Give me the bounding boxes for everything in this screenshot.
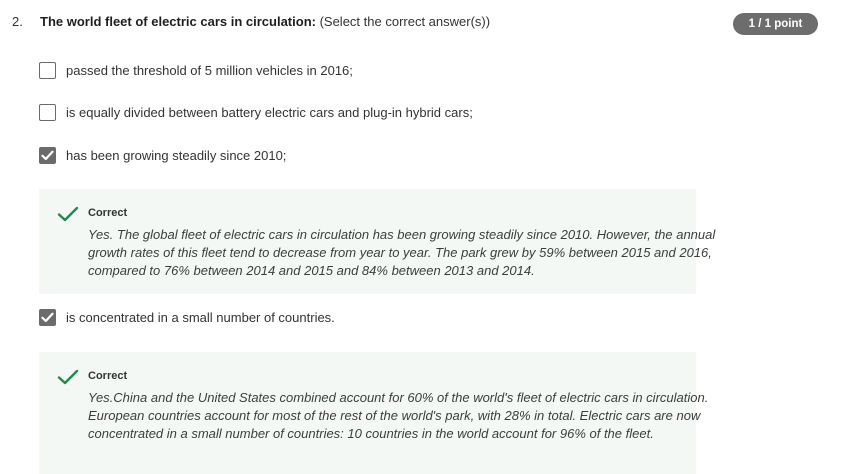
feedback-explanation: Yes. The global fleet of electric cars i… (88, 227, 716, 278)
feedback-explanation: Yes.China and the United States combined… (88, 390, 709, 441)
answer-option-2[interactable]: is equally divided between battery elect… (39, 103, 473, 121)
checkmark-icon (41, 312, 54, 322)
correct-check-icon (57, 206, 79, 222)
feedback-panel-2: Correct Yes.China and the United States … (39, 352, 708, 474)
correct-check-icon (57, 369, 79, 385)
answer-option-4[interactable]: is concentrated in a small number of cou… (39, 308, 335, 326)
question-title-text: The world fleet of electric cars in circ… (40, 14, 316, 29)
checkbox-unchecked[interactable] (39, 61, 56, 79)
answer-option-label: passed the threshold of 5 million vehicl… (66, 62, 353, 78)
answer-option-1[interactable]: passed the threshold of 5 million vehicl… (39, 61, 353, 79)
checkbox-unchecked[interactable] (39, 103, 56, 121)
answer-option-label: has been growing steadily since 2010; (66, 147, 287, 163)
feedback-status: Correct (88, 207, 128, 219)
feedback-status: Correct (88, 370, 128, 382)
checkbox-checked[interactable] (39, 308, 56, 326)
question-number: 2. (12, 14, 23, 29)
question-title: The world fleet of electric cars in circ… (40, 14, 490, 29)
feedback-panel-1: Correct Yes. The global fleet of electri… (39, 189, 715, 294)
answer-option-3[interactable]: has been growing steadily since 2010; (39, 146, 286, 164)
checkbox-checked[interactable] (39, 146, 56, 164)
checkmark-icon (41, 150, 54, 160)
question-instruction: (Select the correct answer(s)) (315, 14, 491, 29)
answer-option-label: is equally divided between battery elect… (66, 104, 473, 120)
answer-option-label: is concentrated in a small number of cou… (66, 309, 335, 325)
score-badge: 1 / 1 point (733, 13, 818, 35)
